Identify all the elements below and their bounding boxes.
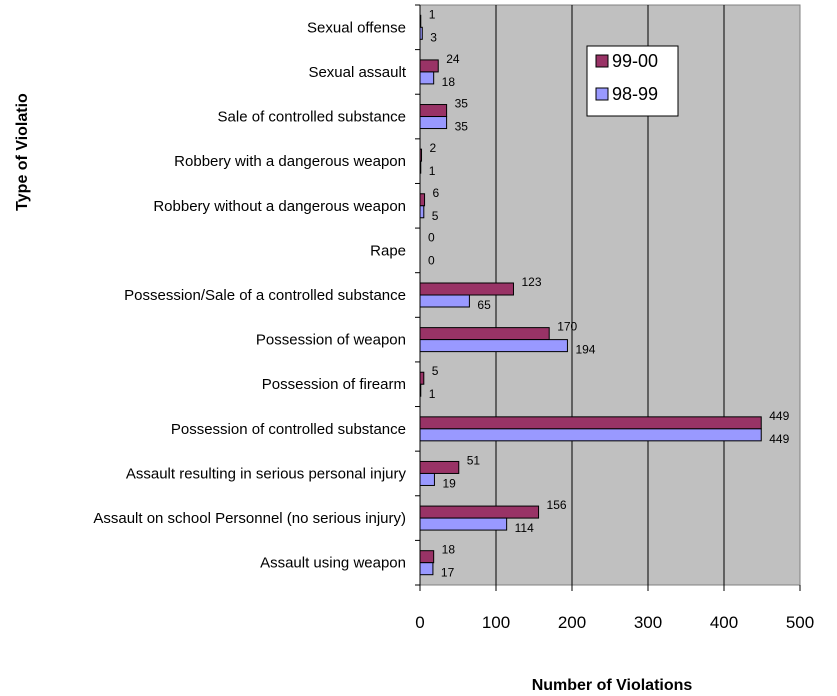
data-label: 114: [515, 521, 534, 535]
category-label: Assault resulting in serious personal in…: [126, 465, 407, 482]
data-label: 65: [477, 298, 491, 312]
data-label: 35: [455, 120, 469, 134]
bar-98-99: [419, 116, 448, 130]
category-label: Assault using weapon: [260, 555, 406, 572]
data-label: 123: [521, 275, 541, 289]
bar-99-00: [419, 371, 425, 385]
data-label: 24: [446, 52, 460, 66]
bar-98-99: [419, 71, 435, 85]
data-label: 0: [428, 253, 435, 267]
bar-99-00: [419, 550, 435, 564]
x-tick-label: 300: [634, 613, 662, 632]
bar-98-99: [419, 472, 435, 486]
data-label: 18: [442, 75, 456, 89]
category-label: Robbery without a dangerous weapon: [153, 198, 406, 215]
bar-99-00: [419, 59, 439, 73]
category-label: Rape: [370, 242, 406, 259]
legend: 99-00 98-99: [586, 45, 679, 117]
x-tick-label: 100: [482, 613, 510, 632]
bar-99-00: [419, 104, 448, 118]
bar-99-00: [419, 460, 460, 474]
bar-98-99: [419, 205, 425, 219]
data-label: 1: [429, 164, 436, 178]
data-label: 3: [430, 30, 437, 44]
x-tick-label: 500: [786, 613, 814, 632]
legend-swatch-99-00: [595, 54, 609, 68]
data-label: 449: [769, 432, 789, 446]
data-label: 2: [430, 141, 437, 155]
legend-label-99-00: 99-00: [612, 51, 658, 71]
category-labels: Sexual offense Sexual assault Sale of cont…: [93, 19, 406, 571]
legend-swatch-98-99: [595, 87, 609, 101]
category-label: Possession of firearm: [262, 376, 406, 393]
category-label: Possession of weapon: [256, 332, 406, 349]
bar-98-99: [419, 294, 470, 308]
bar-99-00: [419, 282, 514, 296]
data-label: 1: [429, 7, 436, 21]
data-label: 194: [575, 343, 595, 357]
bar-98-99: [419, 339, 568, 353]
bar-99-00: [419, 327, 550, 341]
data-label: 18: [442, 543, 456, 557]
data-label: 156: [547, 498, 567, 512]
bars: [419, 14, 762, 576]
data-label: 170: [557, 320, 577, 334]
y-axis-title: Type of Violatio: [14, 93, 31, 211]
x-tick-label: 400: [710, 613, 738, 632]
data-label: 449: [769, 409, 789, 423]
data-label: 6: [433, 186, 440, 200]
data-label: 35: [455, 97, 469, 111]
bar-98-99: [419, 428, 762, 442]
category-label: Robbery with a dangerous weapon: [174, 153, 406, 170]
data-label: 5: [432, 364, 439, 378]
category-label: Assault on school Personnel (no serious …: [93, 510, 406, 527]
bar-99-00: [419, 193, 426, 207]
legend-label-98-99: 98-99: [612, 84, 658, 104]
category-label: Possession of controlled substance: [171, 421, 406, 438]
bar-98-99: [419, 517, 508, 531]
x-axis: 0 100 200 300 400 500: [415, 4, 814, 632]
x-axis-title: Number of Violations: [532, 677, 693, 694]
data-label: 1: [429, 387, 436, 401]
x-tick-label: 0: [415, 613, 424, 632]
bar-98-99: [419, 562, 434, 576]
data-label: 0: [428, 230, 435, 244]
data-label: 17: [441, 566, 455, 580]
data-label: 5: [432, 209, 439, 223]
category-label: Sexual assault: [308, 64, 406, 81]
bar-99-00: [419, 505, 540, 519]
category-label: Sale of controlled substance: [218, 109, 406, 126]
x-tick-label: 200: [558, 613, 586, 632]
data-labels: 1324183535216500123651701945144944951191…: [428, 7, 790, 579]
category-label: Possession/Sale of a controlled substanc…: [124, 287, 406, 304]
bar-99-00: [419, 416, 762, 430]
data-label: 19: [442, 476, 456, 490]
category-label: Sexual offense: [307, 19, 406, 36]
data-label: 51: [467, 453, 481, 467]
